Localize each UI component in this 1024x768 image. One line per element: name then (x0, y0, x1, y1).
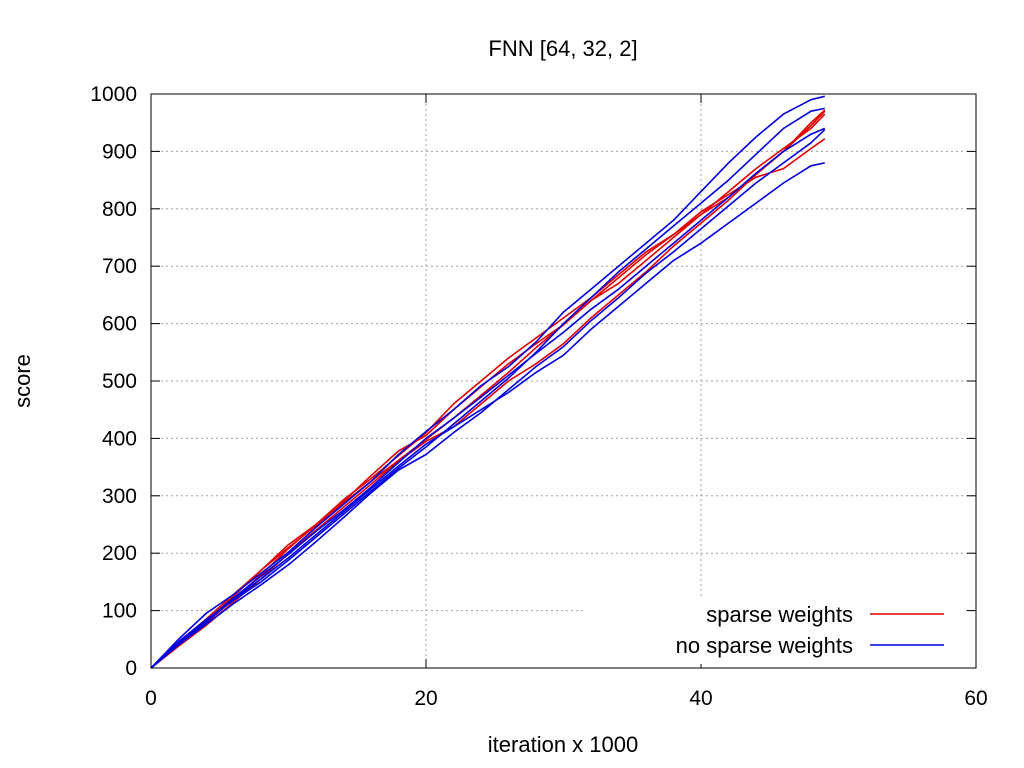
y-tick-label: 200 (102, 542, 137, 565)
x-tick-label: 60 (964, 687, 987, 710)
chart-title: FNN [64, 32, 2] (488, 36, 637, 61)
axis-ticks: 0 100 200 300 400 500 600 700 800 900 1000 0 20 40 60 (90, 83, 987, 710)
series-lines (150, 95, 826, 669)
legend-label-no-sparse-weights: no sparse weights (676, 633, 853, 658)
no-sparse-weights-run-5 (150, 95, 825, 669)
y-tick-label: 800 (102, 198, 137, 221)
no-sparse-weights-run-9 (150, 129, 826, 669)
y-tick-label: 300 (102, 485, 137, 508)
y-tick-label: 1000 (90, 83, 137, 106)
y-tick-label: 700 (102, 255, 137, 278)
no-sparse-weights-run-7 (150, 127, 826, 669)
legend: sparse weights no sparse weights (585, 596, 965, 664)
y-axis-label: score (10, 354, 35, 408)
y-tick-label: 100 (102, 600, 137, 623)
y-tick-label: 0 (125, 657, 137, 680)
y-tick-label: 900 (102, 140, 137, 163)
x-tick-label: 40 (689, 687, 712, 710)
y-tick-label: 500 (102, 370, 137, 393)
y-tick-label: 600 (102, 313, 137, 336)
x-axis-label: iteration x 1000 (488, 732, 638, 757)
grid (151, 94, 976, 668)
no-sparse-weights-run-8 (150, 107, 825, 669)
legend-label-sparse-weights: sparse weights (706, 602, 853, 627)
x-tick-label: 20 (414, 687, 437, 710)
no-sparse-weights-run-6 (150, 162, 825, 669)
y-tick-label: 400 (102, 427, 137, 450)
legend-entry-no-sparse-weights: no sparse weights (676, 633, 944, 658)
legend-background (585, 596, 965, 664)
legend-entry-sparse-weights: sparse weights (706, 602, 944, 627)
x-tick-label: 0 (145, 687, 157, 710)
